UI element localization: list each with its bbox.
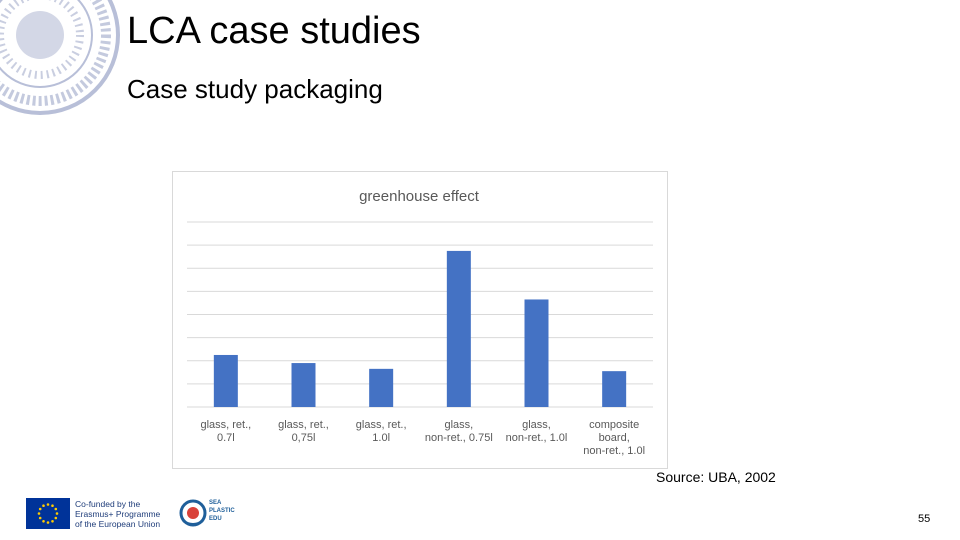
gridlines: [187, 221, 653, 408]
sea-logo-line: EDU: [209, 516, 222, 522]
eu-flag-icon: [26, 498, 70, 529]
bar-1: [213, 354, 238, 407]
slide-subtitle: Case study packaging: [127, 74, 383, 104]
bar-chart: greenhouse effect glass, ret., 0.7l glass,…: [172, 171, 668, 469]
sea-logo-text: SEA PLASTIC EDU: [209, 499, 235, 523]
category-label-1: glass, ret., 0.7l: [200, 419, 251, 444]
category-label-6: composite board, non-ret., 1.0l: [583, 419, 645, 457]
sea-logo-line: PLASTIC: [209, 508, 235, 514]
sea-plastic-emblem-icon: [179, 499, 207, 527]
category-labels: glass, ret., 0.7l glass, ret., 0,75l glass, …: [200, 419, 645, 457]
sea-plastic-edu-logo: SEA PLASTIC EDU: [179, 496, 249, 532]
category-label-3: glass, ret., 1.0l: [356, 419, 407, 444]
category-label-5: glass, non-ret., 1.0l: [506, 419, 568, 444]
slide-title: LCA case studies: [127, 10, 421, 52]
eu-logo-line: Erasmus+ Programme: [75, 509, 161, 519]
source-citation: Source: UBA, 2002: [656, 469, 776, 485]
chart-title: greenhouse effect: [359, 188, 480, 205]
category-label-2: glass, ret., 0,75l: [278, 419, 329, 444]
bars: [213, 250, 627, 407]
category-label-4: glass, non-ret., 0.75l: [425, 419, 493, 444]
page-number: 55: [918, 513, 931, 525]
bar-2: [291, 363, 316, 407]
bar-5: [524, 299, 549, 407]
chart-canvas: greenhouse effect glass, ret., 0.7lglass,…: [187, 188, 653, 457]
bar-6: [602, 371, 627, 407]
eu-erasmus-logo: Co-funded by the Erasmus+ Programme of t…: [26, 498, 171, 530]
eu-logo-text: Co-funded by the Erasmus+ Programme of t…: [75, 499, 160, 529]
bar-4: [446, 250, 471, 407]
sea-logo-line: SEA: [209, 500, 222, 506]
bar-3: [369, 368, 394, 407]
university-seal-logo: [0, 0, 120, 115]
eu-logo-line: of the European Union: [75, 519, 161, 529]
eu-logo-line: Co-funded by the: [75, 499, 141, 509]
